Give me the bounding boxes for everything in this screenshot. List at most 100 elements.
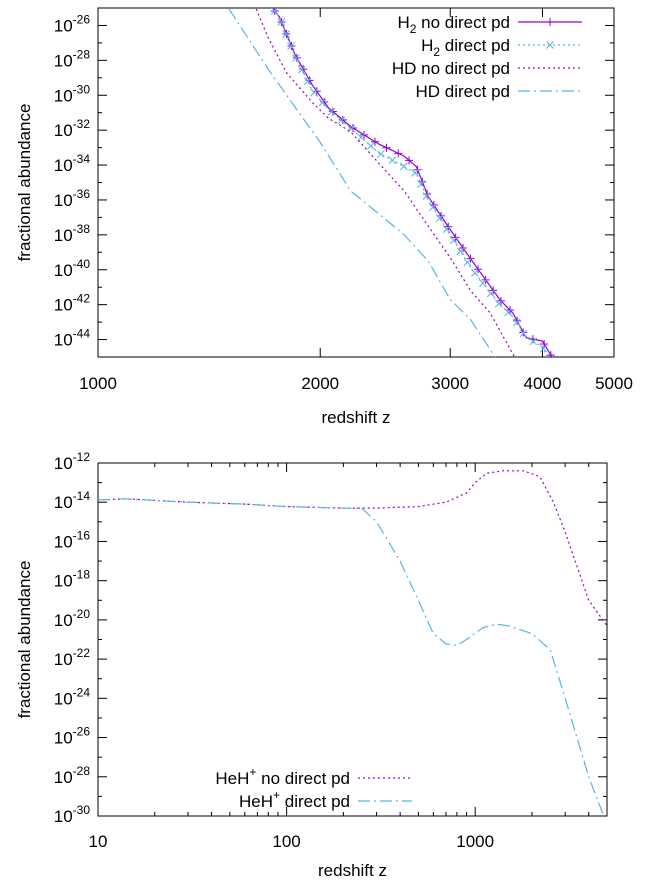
series-line [255,8,516,357]
y-tick-label: 10-12 [54,450,91,473]
plot-frame [97,7,615,358]
legend-label: HeH+ no direct pd [215,765,350,788]
y-tick-label: 10-30 [54,803,91,826]
legend-label: HD no direct pd [392,59,510,78]
legend-marker [546,18,554,26]
data-point [382,143,391,152]
data-point [456,247,465,256]
data-point [287,42,295,51]
legend-label: HD direct pd [416,82,511,101]
data-point [357,133,365,142]
data-point [428,203,437,212]
y-tick-label: 10-42 [54,292,91,315]
data-point [545,356,553,357]
data-point [442,225,451,234]
data-point [471,269,479,277]
legend-label: H2 direct pd [421,36,510,59]
data-point [519,329,528,338]
data-point [529,337,537,346]
legend-marker [546,41,554,49]
plot-area [227,0,555,357]
data-point [292,54,300,63]
y-tick-label: 10-16 [54,528,91,551]
y-tick-label: 10-22 [54,646,91,669]
x-axis-label: redshift z [318,861,387,880]
plot-area [98,470,607,816]
data-point [263,0,270,4]
y-tick-label: 10-26 [54,12,91,35]
series-line [98,498,605,816]
y-axis-label: fractional abundance [15,104,34,262]
data-point [449,236,458,245]
chart-2: 10 100 1000 10-12 10-14 10-16 10-18 10-20 10-22 1… [15,450,608,880]
x-tick-label: 10 [89,832,108,851]
x-tick-label: 1000 [456,832,494,851]
data-point [388,156,397,165]
x-tick-label: 100 [272,832,300,851]
data-point [282,30,291,38]
x-tick-label: 2000 [301,374,339,393]
data-point [451,233,460,242]
data-point [303,77,312,86]
y-tick-label: 10-28 [54,764,91,787]
plot-frame [97,462,608,817]
data-point [297,65,306,74]
data-point [405,156,414,165]
data-point [366,142,375,150]
data-point [540,339,549,348]
data-point [546,351,555,357]
y-tick-label: 10-28 [54,47,91,70]
x-tick-label: 5000 [595,374,633,393]
x-tick-label: 4000 [524,374,562,393]
data-point [337,116,346,125]
data-point [318,98,327,107]
data-point [417,180,425,188]
data-point [494,299,503,308]
y-tick-label: 10-32 [54,117,91,140]
data-point [504,308,513,317]
data-point [539,344,548,353]
y-tick-label: 10-24 [54,685,91,708]
data-point [411,169,419,177]
y-tick-label: 10-44 [54,327,91,350]
y-tick-label: 10-30 [54,82,91,105]
data-point [463,258,472,267]
data-point [394,149,403,158]
data-point [338,115,347,124]
data-point [263,0,271,5]
data-point [418,177,427,186]
data-point [479,279,487,287]
data-point [435,214,444,223]
data-point [310,88,319,97]
y-tick-label: 10-18 [54,568,91,591]
legend-label: H2 no direct pd [397,13,510,36]
y-tick-label: 10-40 [54,257,91,280]
x-tick-label: 3000 [431,374,469,393]
legend-label: HeH+ direct pd [239,788,350,811]
series-line [98,470,607,627]
data-point [299,65,308,74]
data-point [371,137,380,146]
y-tick-label: 10-20 [54,607,91,630]
data-point [327,108,336,116]
y-axis-label: fractional abundance [15,561,34,719]
y-tick-label: 10-36 [54,187,91,210]
y-tick-label: 10-34 [54,152,91,175]
data-point [377,150,385,158]
y-tick-label: 10-14 [54,489,91,512]
data-point [399,162,408,171]
data-point [277,18,286,26]
chart-1: 1000 2000 3000 4000 5000 10-26 10-28 10-30 10-32… [15,0,633,427]
data-point [512,318,521,327]
y-tick-label: 10-38 [54,222,91,245]
series-line [227,8,496,357]
data-point [270,8,279,15]
data-point [444,222,453,231]
x-tick-label: 1000 [79,374,117,393]
data-point [486,289,495,298]
data-point [312,87,321,96]
y-tick-label: 10-26 [54,725,91,748]
x-axis-label: redshift z [322,408,391,427]
data-point [422,192,431,200]
